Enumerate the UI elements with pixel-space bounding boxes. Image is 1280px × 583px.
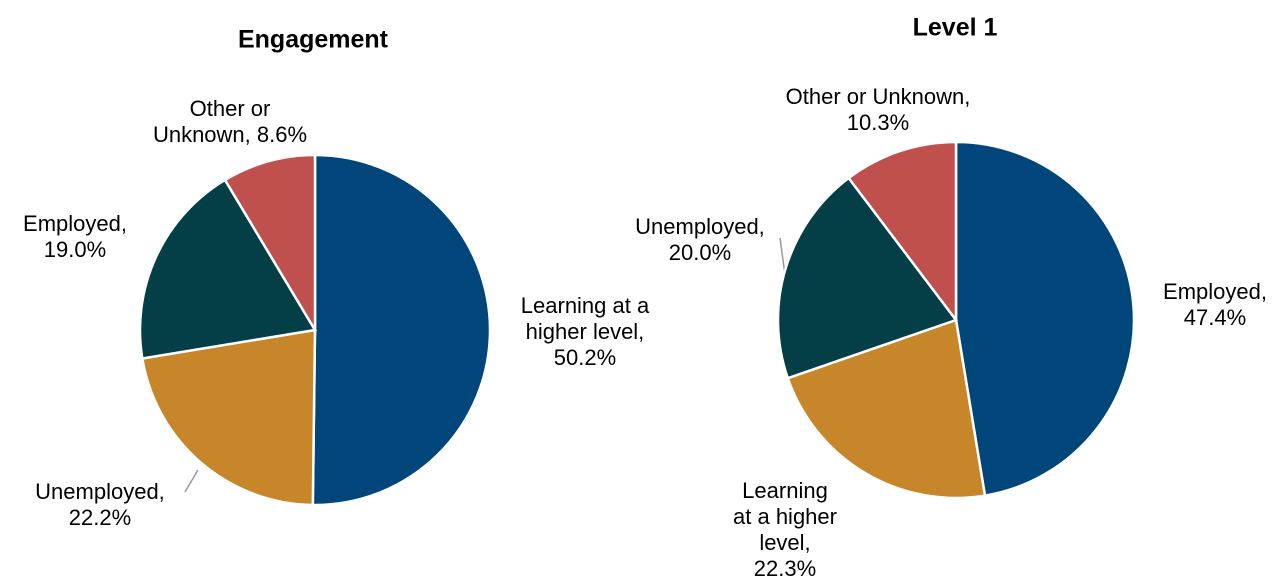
data-label: Learning at a higher level, 22.3% [733,478,837,581]
data-label: Unemployed, 22.2% [35,479,165,530]
pie-slice [223,153,317,335]
chart-title: Level 1 [912,13,998,42]
leader-line [184,469,199,493]
chart-title: Engagement [237,25,389,54]
data-label: Other or Unknown, 10.3% [785,84,971,135]
pie-slice [954,140,1136,498]
data-label: Other or Unknown, 8.6% [152,96,308,147]
data-label: Unemployed, 20.0% [635,214,765,265]
pie-slice [138,178,318,360]
data-label: Employed, 19.0% [23,211,127,262]
data-label: Learning at a higher level, 50.2% [520,293,650,370]
data-label: Employed, 47.4% [1163,279,1267,330]
pie-slice [846,140,958,324]
pie-slice [140,328,317,507]
pie-slice [786,318,987,500]
pie-slice [776,176,959,380]
pie-slice [311,153,492,507]
